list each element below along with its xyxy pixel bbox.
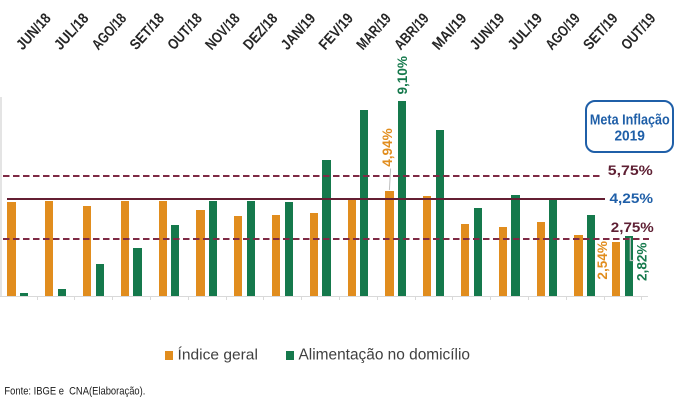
svg-text:9,10%: 9,10% (394, 55, 410, 94)
svg-text:2019: 2019 (614, 128, 645, 145)
svg-text:DEZ/18: DEZ/18 (240, 10, 281, 53)
svg-text:2,75%: 2,75% (611, 219, 655, 235)
svg-text:JUL/19: JUL/19 (505, 10, 546, 53)
svg-text:FEV/19: FEV/19 (316, 10, 357, 53)
svg-text:2,54%: 2,54% (594, 241, 610, 280)
svg-text:OUT/19: OUT/19 (618, 10, 659, 53)
svg-text:Alimentação no domicílio: Alimentação no domicílio (299, 347, 471, 364)
svg-text:AGO/18: AGO/18 (89, 10, 130, 53)
svg-text:4,25%: 4,25% (610, 190, 654, 206)
svg-text:MAI/19: MAI/19 (429, 10, 470, 53)
svg-text:5,75%: 5,75% (608, 162, 654, 178)
svg-text:OUT/18: OUT/18 (164, 10, 205, 53)
svg-text:Índice geral: Índice geral (178, 347, 258, 364)
svg-text:JUL/18: JUL/18 (51, 10, 92, 53)
svg-text:Meta Inflação: Meta Inflação (590, 111, 670, 128)
svg-text:4,94%: 4,94% (379, 128, 395, 167)
svg-text:ABR/19: ABR/19 (391, 10, 432, 53)
svg-text:SET/19: SET/19 (580, 10, 621, 53)
svg-text:JAN/19: JAN/19 (278, 10, 319, 53)
svg-text:NOV/18: NOV/18 (202, 10, 243, 53)
svg-text:JUN/18: JUN/18 (13, 10, 54, 53)
svg-text:AGO/19: AGO/19 (542, 10, 583, 53)
svg-text:JUN/19: JUN/19 (467, 10, 508, 53)
svg-text:SET/18: SET/18 (127, 10, 168, 53)
svg-text:2,82%: 2,82% (634, 242, 650, 281)
svg-text:MAR/19: MAR/19 (353, 10, 394, 53)
svg-text:Fonte: IBGE e CNA(Elaboração): Fonte: IBGE e CNA(Elaboração). (4, 386, 145, 398)
